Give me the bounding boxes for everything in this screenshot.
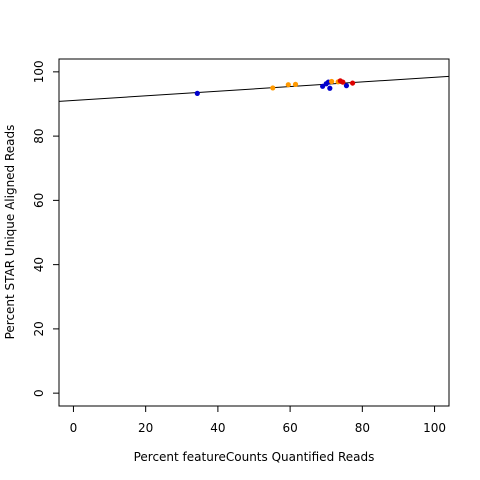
plot-frame: [58, 58, 450, 407]
x-tick-label: 40: [210, 421, 225, 435]
data-point: [343, 83, 350, 89]
y-tick-label: 80: [32, 128, 46, 143]
data-point: [340, 79, 346, 85]
x-axis: 0 20 40 60 80 100: [70, 406, 446, 435]
x-tick-label: 20: [138, 421, 153, 435]
data-point: [349, 80, 356, 86]
regression-line-group: [59, 75, 449, 102]
data-point: [194, 90, 200, 96]
y-axis: 0 20 40 60 80 100: [32, 60, 59, 397]
y-tick-label: 60: [32, 193, 46, 208]
regression-line: [59, 75, 449, 102]
y-axis-label: Percent STAR Unique Aligned Reads: [3, 125, 17, 340]
x-tick-label: 80: [355, 421, 370, 435]
x-tick-label: 0: [70, 421, 78, 435]
y-tick-label: 100: [32, 60, 46, 83]
data-point: [285, 82, 291, 88]
data-point: [329, 78, 335, 85]
x-axis-label: Percent featureCounts Quantified Reads: [134, 450, 375, 464]
data-point: [270, 85, 276, 91]
data-point: [292, 81, 299, 87]
y-tick-label: 40: [32, 257, 46, 272]
x-tick-label: 100: [423, 421, 446, 435]
data-point: [327, 85, 333, 91]
y-tick-label: 0: [32, 389, 46, 397]
data-points-group: [194, 78, 356, 96]
x-tick-label: 60: [282, 421, 297, 435]
y-tick-label: 20: [32, 321, 46, 336]
data-point: [320, 83, 326, 89]
